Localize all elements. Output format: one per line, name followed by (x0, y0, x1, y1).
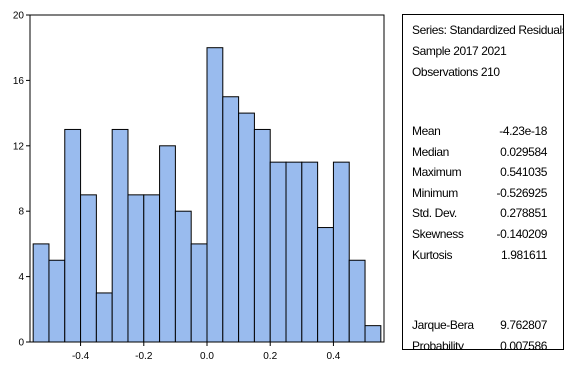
histogram-bar-11 (190, 243, 208, 343)
stat-row: Mean -4.23e-18 (412, 121, 562, 142)
stat-label: Mean (412, 124, 441, 138)
histogram-bar-5 (95, 292, 113, 343)
stat-row: Minimum -0.526925 (412, 183, 562, 204)
descriptive-stats-panel: Series: Standardized Residuals Sample 20… (402, 14, 564, 350)
stat-row: Std. Dev. 0.278851 (412, 203, 562, 224)
histogram-bar-6 (111, 128, 129, 343)
stat-value: 0.029584 (500, 144, 547, 159)
y-tick-label: 16 (13, 76, 25, 87)
normality-test-table: Jarque-Bera 9.762807 Probability 0.007586 (412, 315, 562, 350)
histogram-bar-18 (301, 161, 319, 343)
histogram-bar-8 (143, 194, 161, 343)
histogram-bar-22 (364, 325, 382, 343)
x-tick-label: -0.4 (72, 351, 90, 362)
histogram-bar-17 (285, 161, 303, 343)
series-name: Series: Standardized Residuals (412, 23, 564, 37)
stat-label: Std. Dev. (412, 206, 457, 221)
stat-row: Median 0.029584 (412, 142, 562, 163)
histogram-bar-10 (174, 210, 192, 343)
sample-range: Sample 2017 2021 (412, 44, 507, 58)
histogram-bar-12 (206, 47, 224, 343)
x-tick-label: 0.2 (263, 351, 277, 362)
stat-label: Kurtosis (412, 247, 453, 262)
y-tick-label: 8 (18, 207, 24, 218)
stat-value: 0.278851 (500, 206, 547, 221)
histogram-bar-7 (127, 194, 145, 343)
x-tick-label: 0.4 (326, 351, 340, 362)
histogram-bar-21 (348, 259, 366, 343)
stat-value: -0.140209 (496, 226, 548, 241)
stat-value: -0.526925 (496, 185, 548, 200)
stat-label: Skewness (412, 226, 464, 241)
histogram-bar-13 (222, 96, 240, 343)
y-axis: 0 4 8 12 16 20 (13, 11, 30, 349)
stat-row: Kurtosis 1.981611 (412, 245, 562, 266)
stat-value: -4.23e-18 (499, 124, 547, 138)
stat-value: 1.981611 (501, 247, 547, 262)
histogram-chart: 0 4 8 12 16 20 -0.4 -0.2 0.0 0.2 0.4 (13, 11, 385, 362)
test-stat-value: 9.762807 (500, 318, 547, 332)
stat-label: Minimum (412, 185, 458, 200)
test-stat-label: Jarque-Bera (412, 318, 474, 332)
histogram-bar-16 (269, 161, 287, 343)
test-stat-row: Jarque-Bera 9.762807 (412, 315, 562, 336)
observations-count: Observations 210 (412, 65, 500, 79)
histogram-bar-4 (80, 194, 97, 343)
stat-row: Maximum 0.541035 (412, 162, 562, 183)
histogram-bar-19 (317, 227, 334, 343)
histogram-bar-20 (332, 161, 350, 343)
stats-table: Mean -4.23e-18 Median 0.029584 Maximum 0.5410… (412, 121, 562, 265)
y-tick-label: 20 (13, 11, 25, 22)
histogram-bar-14 (238, 112, 255, 343)
y-tick-label: 0 (18, 338, 24, 349)
stat-value: 0.541035 (500, 165, 547, 180)
y-tick-label: 12 (13, 141, 25, 152)
stat-label: Maximum (412, 165, 462, 180)
test-stat-label: Probability (412, 338, 464, 350)
histogram-bar-15 (253, 128, 271, 343)
stat-row: Skewness -0.140209 (412, 224, 562, 245)
x-tick-label: 0.0 (200, 351, 214, 362)
histogram-bar-3 (64, 128, 82, 343)
stat-label: Median (412, 144, 449, 159)
x-tick-label: -0.2 (135, 351, 153, 362)
histogram-bar-9 (159, 145, 176, 343)
histogram-bar-2 (48, 259, 66, 343)
histogram-bar-1 (32, 243, 50, 343)
test-stat-value: 0.007586 (500, 338, 547, 350)
y-tick-label: 4 (18, 272, 24, 283)
test-stat-row: Probability 0.007586 (412, 336, 562, 350)
histogram-bars (32, 47, 382, 343)
x-axis: -0.4 -0.2 0.0 0.2 0.4 (72, 342, 341, 362)
